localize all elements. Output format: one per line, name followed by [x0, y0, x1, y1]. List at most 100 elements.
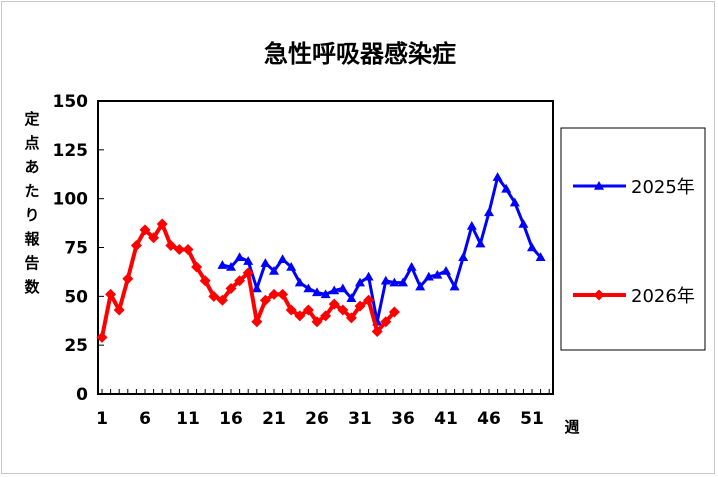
data-point — [509, 197, 520, 207]
legend: 2025年 2026年 — [560, 127, 706, 351]
data-point — [286, 262, 297, 271]
data-point — [355, 277, 365, 287]
y-tick-label: 150 — [53, 92, 89, 112]
data-point — [285, 304, 297, 316]
x-axis-label: 週 — [564, 418, 579, 436]
x-tick-label: 51 — [520, 409, 544, 429]
data-point — [311, 316, 323, 328]
data-point — [294, 310, 306, 322]
data-point — [251, 316, 263, 328]
data-point — [96, 331, 108, 343]
y-tick-label: 25 — [64, 336, 88, 356]
data-point — [354, 300, 366, 312]
data-point — [345, 312, 357, 324]
data-point — [492, 172, 503, 181]
y-axis-label-char: た — [24, 182, 39, 200]
data-point — [260, 258, 271, 267]
y-tick-label: 50 — [64, 287, 88, 307]
y-axis-label-char: 点 — [24, 134, 39, 152]
data-point — [277, 254, 288, 263]
y-axis-ticks: 0 25 50 75 100 125 150 — [53, 92, 104, 405]
data-point — [371, 325, 383, 337]
data-point — [527, 242, 537, 252]
series-2025年 — [217, 172, 546, 326]
data-point — [388, 306, 400, 318]
x-tick-label: 46 — [477, 409, 501, 429]
x-axis-ticks: 1 6 11 16 21 26 31 36 41 46 51 — [96, 409, 544, 429]
data-point — [113, 304, 125, 316]
y-axis-label-char: 告 — [24, 254, 39, 272]
data-point — [243, 256, 254, 265]
x-tick-label: 36 — [391, 409, 415, 429]
data-point — [173, 243, 185, 255]
x-tick-label: 11 — [176, 409, 200, 429]
series-layer — [96, 172, 546, 343]
data-point — [449, 281, 460, 291]
data-point — [380, 275, 391, 285]
data-point — [415, 281, 426, 291]
y-tick-label: 0 — [76, 385, 88, 405]
legend-label: 2026年 — [631, 286, 695, 307]
data-point — [277, 288, 289, 300]
data-point — [105, 288, 117, 300]
x-tick-label: 41 — [434, 409, 458, 429]
x-tick-label: 16 — [219, 409, 243, 429]
y-axis-label-char: 数 — [24, 278, 40, 296]
data-point — [156, 218, 168, 230]
data-point — [165, 240, 177, 252]
data-point — [268, 288, 280, 300]
y-axis-label-char: り — [24, 206, 39, 224]
data-point — [199, 275, 211, 287]
x-minor-ticks — [101, 389, 550, 394]
data-point — [423, 271, 434, 281]
data-point — [139, 224, 151, 236]
data-point — [226, 262, 236, 271]
data-point — [208, 290, 220, 302]
x-tick-label: 1 — [96, 409, 108, 429]
data-point — [130, 240, 142, 252]
data-point — [501, 183, 512, 193]
data-point — [312, 287, 322, 297]
data-point — [337, 283, 348, 293]
data-point — [398, 277, 408, 287]
data-point — [337, 304, 349, 316]
data-point — [269, 265, 279, 275]
data-point — [466, 221, 477, 230]
series-2026年 — [96, 218, 400, 343]
data-point — [225, 283, 237, 295]
y-tick-label: 100 — [53, 190, 89, 210]
data-point — [303, 283, 314, 293]
data-point — [320, 289, 331, 299]
data-point — [217, 260, 228, 269]
legend-label: 2025年 — [631, 177, 695, 198]
data-point — [389, 277, 400, 287]
x-tick-label: 26 — [305, 409, 329, 429]
plot-area — [97, 100, 554, 395]
data-point — [475, 238, 486, 248]
legend-box — [560, 127, 706, 351]
data-point — [259, 294, 271, 306]
data-point — [182, 243, 194, 255]
data-point — [328, 298, 340, 310]
y-tick-label: 125 — [53, 141, 89, 161]
data-point — [320, 310, 332, 322]
x-tick-label: 21 — [262, 409, 286, 429]
data-point — [484, 207, 494, 217]
data-point — [294, 277, 305, 287]
data-point — [406, 262, 417, 271]
data-point — [234, 252, 245, 262]
data-point — [242, 267, 254, 279]
data-point — [363, 294, 375, 306]
data-point — [458, 252, 469, 262]
chart-title: 急性呼吸器感染症 — [264, 40, 456, 68]
y-axis-label-char: 定 — [24, 110, 39, 128]
data-point — [191, 261, 203, 273]
data-point — [148, 232, 160, 244]
x-tick-label: 6 — [139, 409, 151, 429]
legend-marker — [593, 289, 605, 301]
data-point — [518, 219, 529, 228]
data-point — [432, 269, 443, 279]
data-point — [380, 316, 392, 328]
